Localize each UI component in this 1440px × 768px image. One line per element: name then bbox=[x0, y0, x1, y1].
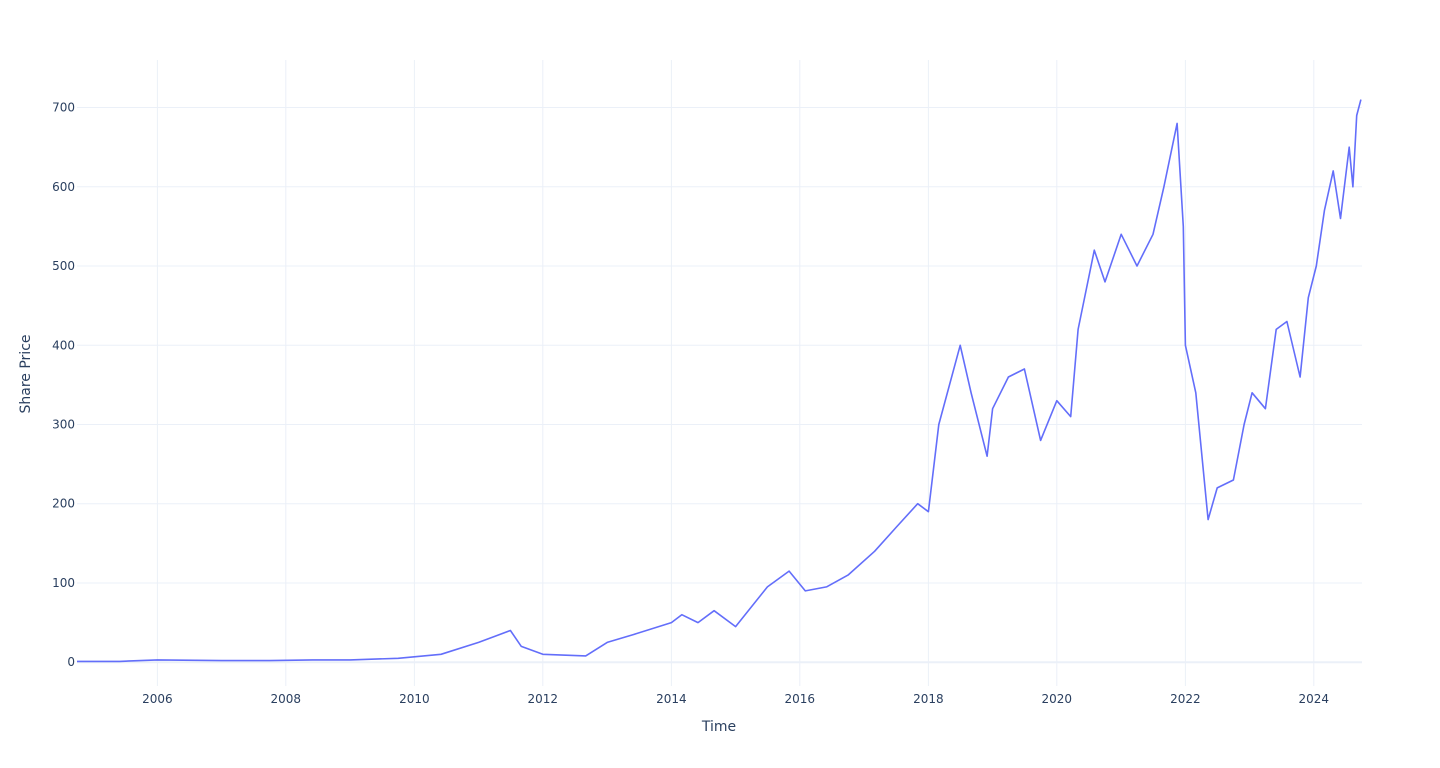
x-tick-label-2024: 2024 bbox=[1299, 692, 1330, 706]
x-tick-label-2020: 2020 bbox=[1042, 692, 1073, 706]
series-line-0 bbox=[77, 99, 1362, 663]
y-tick-label-0: 0 bbox=[67, 655, 75, 669]
y-tick-label-400: 400 bbox=[52, 338, 75, 352]
y-tick-label-500: 500 bbox=[52, 259, 75, 273]
y-tick-label-200: 200 bbox=[52, 497, 75, 511]
x-tick-label-2016: 2016 bbox=[785, 692, 816, 706]
y-tick-label-100: 100 bbox=[52, 576, 75, 590]
grid bbox=[77, 60, 1362, 686]
x-tick-label-2022: 2022 bbox=[1170, 692, 1201, 706]
x-tick-label-2014: 2014 bbox=[656, 692, 687, 706]
series-layer bbox=[77, 99, 1362, 663]
y-tick-label-300: 300 bbox=[52, 418, 75, 432]
x-tick-label-2010: 2010 bbox=[399, 692, 430, 706]
y-axis-ticks: 0 100 200 300 400 500 600 700 bbox=[52, 101, 75, 670]
x-tick-label-2006: 2006 bbox=[142, 692, 173, 706]
y-tick-label-700: 700 bbox=[52, 101, 75, 115]
x-axis-title: Time bbox=[701, 719, 736, 735]
y-axis-title: Share Price bbox=[18, 334, 34, 413]
x-tick-label-2012: 2012 bbox=[528, 692, 559, 706]
x-tick-label-2008: 2008 bbox=[271, 692, 302, 706]
x-axis-ticks: 2006 2008 2010 2012 2014 2016 2018 2020 2022 2024 bbox=[142, 692, 1329, 706]
y-tick-label-600: 600 bbox=[52, 180, 75, 194]
x-tick-label-2018: 2018 bbox=[913, 692, 944, 706]
